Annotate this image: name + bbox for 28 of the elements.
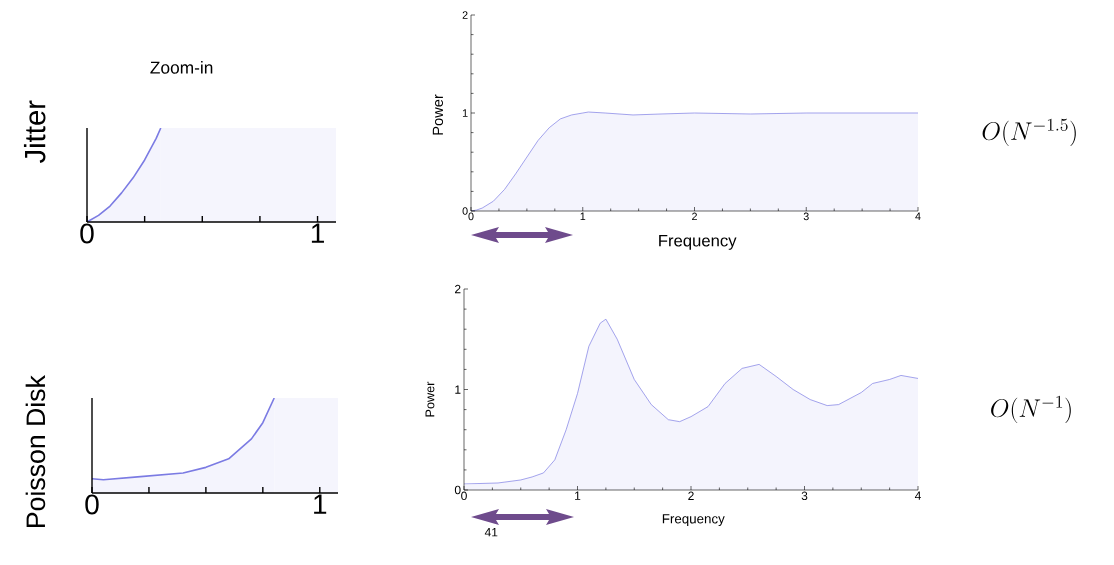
y-tick-label: 1: [455, 385, 461, 394]
y-tick-label: 2: [462, 11, 468, 19]
x-tick-label: 1: [311, 223, 324, 243]
x-tick-label: 0: [468, 212, 474, 221]
x-tick-label: 2: [688, 491, 694, 500]
y-tick-label: 1: [462, 109, 468, 117]
y-tick-label: 0: [462, 207, 468, 215]
x-tick-label: 3: [801, 491, 808, 501]
x-tick-label: 2: [692, 212, 697, 221]
text: 41: [484, 528, 498, 537]
y-axis-title: Power: [425, 381, 435, 417]
x-tick-label: 0: [80, 223, 94, 244]
x-tick-label: 1: [575, 491, 581, 500]
x-tick-label: 0: [85, 494, 99, 515]
y-axis-title: Poisson Disk: [25, 375, 46, 528]
x-axis-title: Frequency: [659, 234, 737, 250]
x-tick-label: 4: [914, 491, 921, 500]
y-axis-title: Power: [432, 94, 444, 135]
x-axis-title: Frequency: [662, 514, 725, 527]
x-tick-label: 3: [803, 212, 809, 221]
x-tick-label: 1: [580, 212, 586, 220]
y-axis-title: Jitter: [23, 100, 46, 164]
text: $O(N^{-1})$: [991, 395, 1071, 424]
x-tick-label: 4: [915, 212, 921, 220]
x-tick-label: 1: [314, 494, 327, 514]
text: $O(N^{-1.5})$: [982, 118, 1076, 147]
chart-title: Zoom-in: [150, 60, 213, 74]
y-tick-label: 2: [455, 284, 461, 294]
